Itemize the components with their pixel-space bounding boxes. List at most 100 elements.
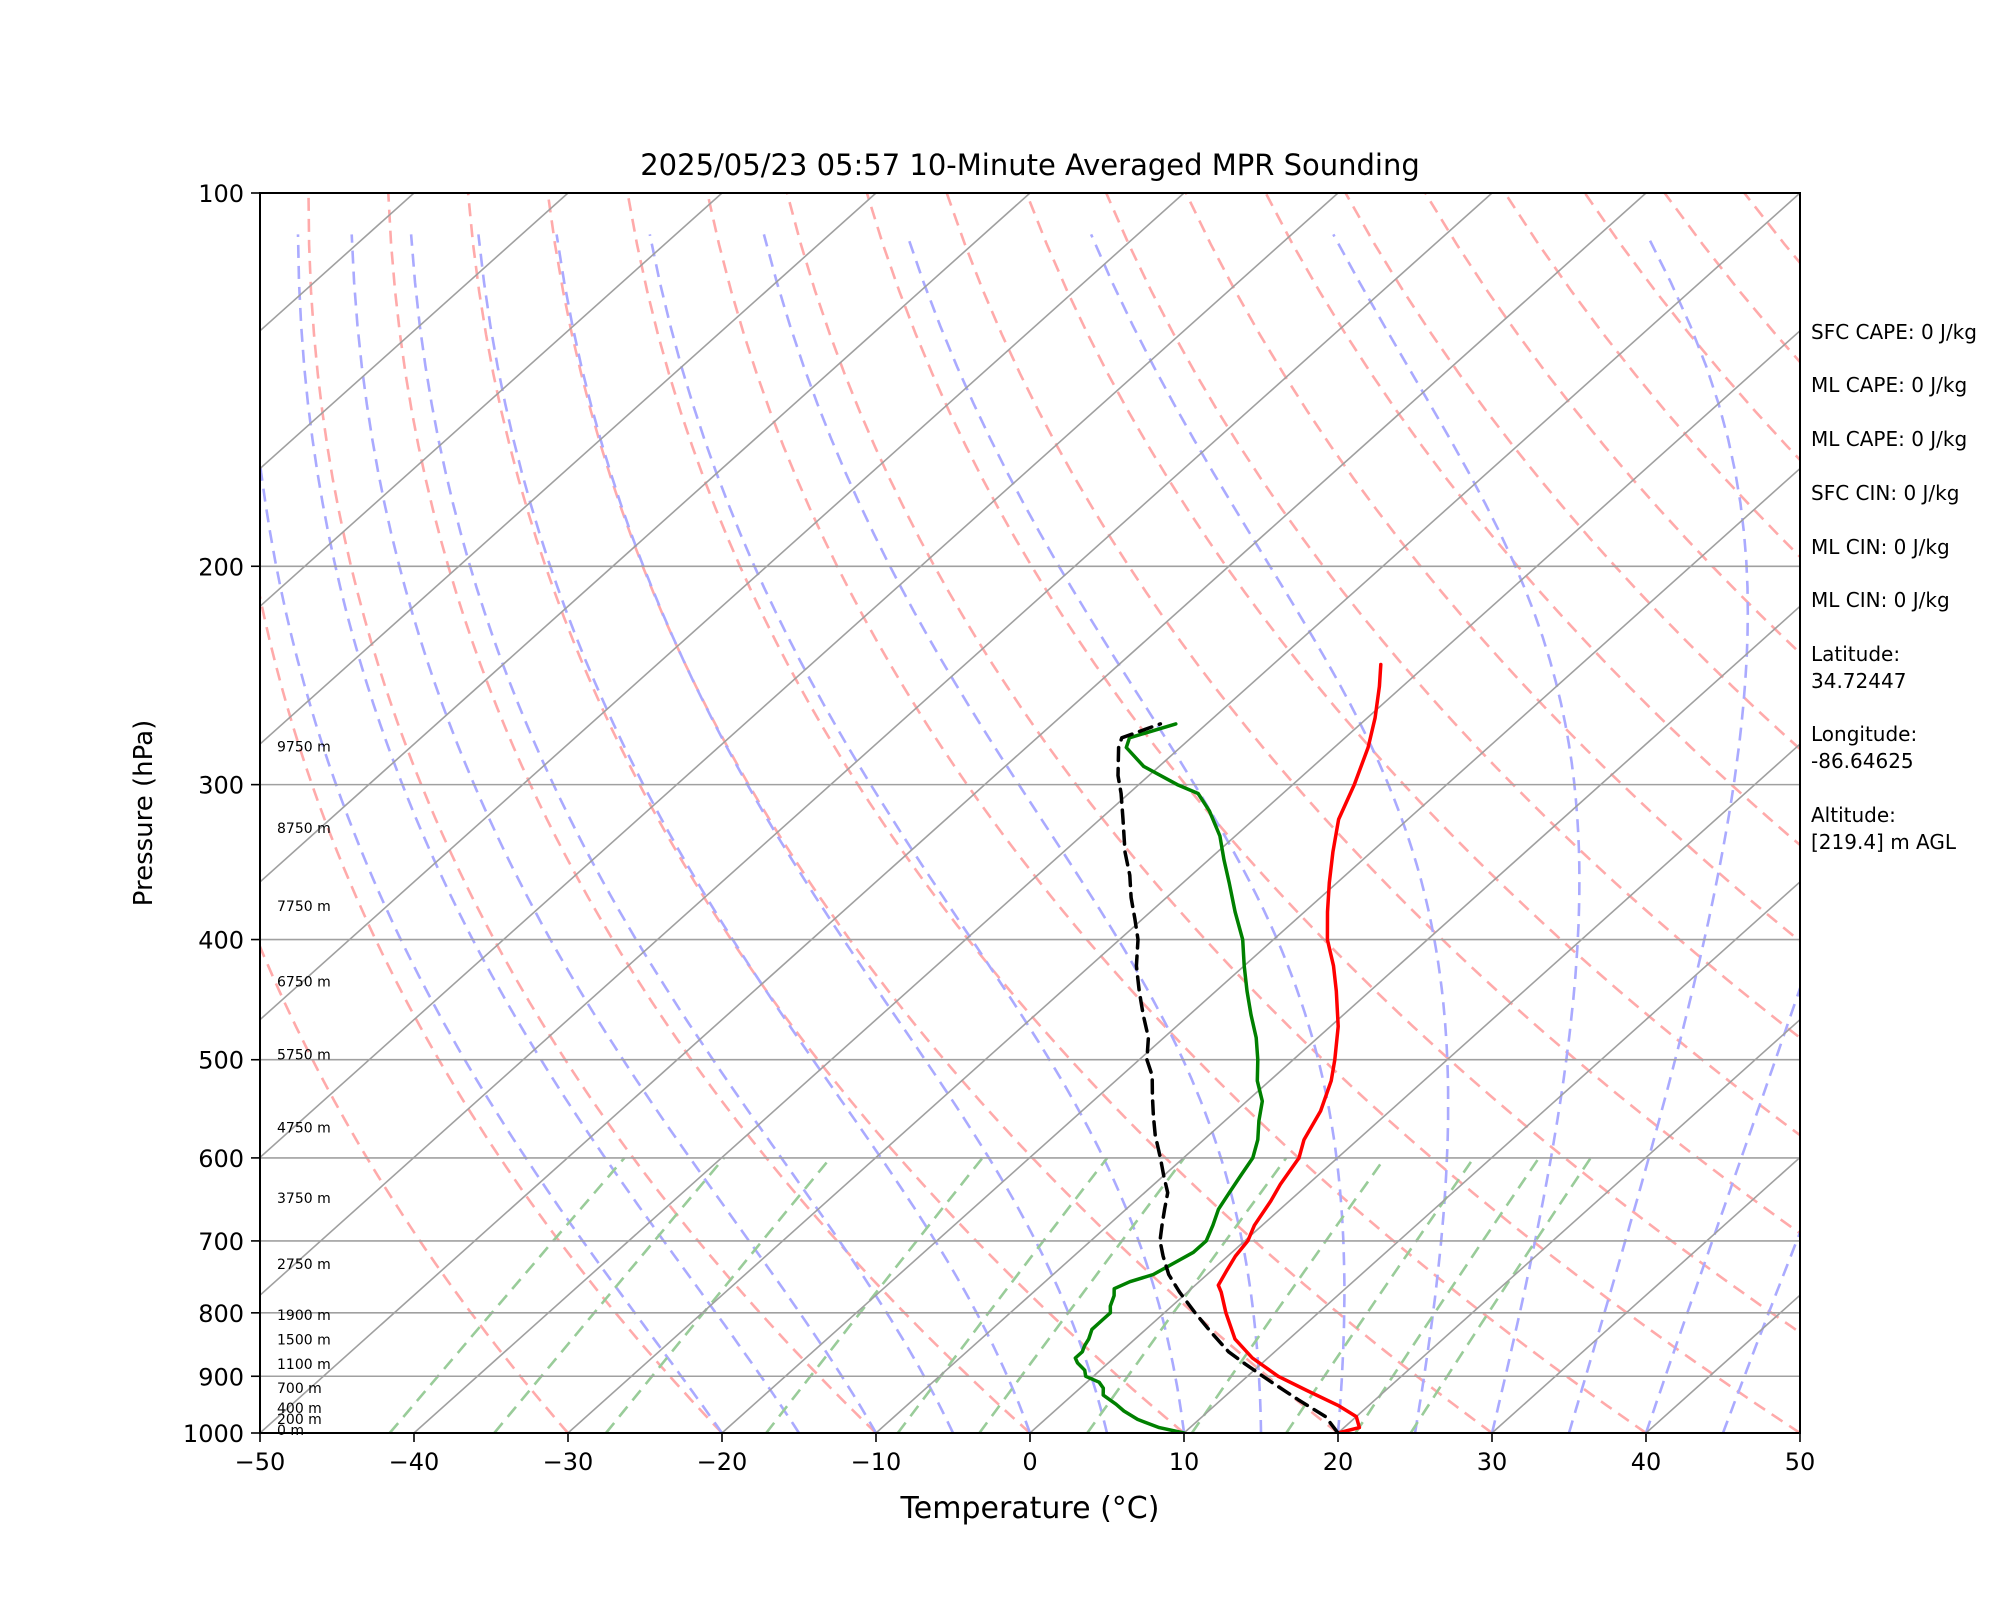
dry-adiabat-line bbox=[546, 193, 1339, 1433]
moist-adiabat-line bbox=[762, 234, 1263, 1433]
x-tick-label: −10 bbox=[851, 1448, 902, 1476]
moist-adiabat-line bbox=[905, 233, 1346, 1433]
altitude-value: [219.4] m AGL bbox=[1811, 830, 1957, 854]
isotherm-line bbox=[413, 193, 1800, 1433]
x-tick-label: 20 bbox=[1323, 1448, 1354, 1476]
x-tick-label: −40 bbox=[389, 1448, 440, 1476]
y-axis-label: Pressure (hPa) bbox=[129, 720, 159, 907]
sounding-traces bbox=[1073, 662, 1383, 1433]
dry-adiabat-line bbox=[706, 193, 1647, 1433]
x-tick-label: 0 bbox=[1022, 1448, 1037, 1476]
y-tick-label: 800 bbox=[198, 1300, 244, 1328]
dry-adiabat-line bbox=[1105, 193, 1800, 1040]
dry-adiabat-line bbox=[466, 193, 1185, 1433]
moist-adiabat-line bbox=[350, 234, 878, 1433]
moist-adiabat-line bbox=[296, 234, 801, 1433]
height-label: 5750 m bbox=[277, 1048, 331, 1064]
isotherm-line bbox=[260, 193, 1493, 1297]
y-tick-label: 300 bbox=[198, 772, 244, 800]
height-label: 700 m bbox=[277, 1381, 322, 1397]
isotherm-line bbox=[1337, 1018, 1800, 1433]
mixing-ratio-line bbox=[1086, 1157, 1288, 1433]
moist-adiabat-line bbox=[1089, 233, 1450, 1433]
x-tick-label: 50 bbox=[1785, 1448, 1816, 1476]
height-label: 9750 m bbox=[277, 739, 331, 755]
y-tick-label: 900 bbox=[198, 1363, 244, 1391]
height-label: 4750 m bbox=[277, 1120, 331, 1136]
ml-cin-text-2: ML CIN: 0 J/kg bbox=[1811, 588, 1950, 612]
height-label: 2750 m bbox=[277, 1257, 331, 1273]
background-lines bbox=[0, 193, 2000, 1433]
y-tick-label: 200 bbox=[198, 553, 244, 581]
x-axis-label: Temperature (°C) bbox=[900, 1491, 1160, 1526]
isotherm-line bbox=[1183, 880, 1800, 1433]
mixing-ratio-line bbox=[1190, 1157, 1386, 1433]
isotherm-line bbox=[0, 193, 106, 1433]
dry-adiabat-line bbox=[307, 193, 877, 1433]
sounding-series-1 bbox=[1073, 722, 1265, 1433]
height-label: 1900 m bbox=[277, 1308, 331, 1324]
longitude-label: Longitude: bbox=[1811, 722, 1917, 746]
isotherm-line bbox=[875, 605, 1800, 1433]
mixing-ratio-line bbox=[1285, 1157, 1475, 1433]
ml-cape-text-2: ML CAPE: 0 J/kg bbox=[1811, 427, 1967, 451]
isotherm-line bbox=[567, 329, 1800, 1433]
moist-adiabat-line bbox=[1567, 233, 1750, 1433]
y-tick-label: 700 bbox=[198, 1228, 244, 1256]
sfc-cape-text: SFC CAPE: 0 J/kg bbox=[1811, 320, 1977, 344]
height-label: 3750 m bbox=[277, 1191, 331, 1207]
info-panel: SFC CAPE: 0 J/kg ML CAPE: 0 J/kg ML CAPE… bbox=[1811, 320, 1977, 854]
x-tick-label: 30 bbox=[1477, 1448, 1508, 1476]
height-label: 7750 m bbox=[277, 899, 331, 915]
height-label: 1100 m bbox=[277, 1357, 331, 1373]
chart-title: 2025/05/23 05:57 10-Minute Averaged MPR … bbox=[640, 148, 1420, 182]
latitude-value: 34.72447 bbox=[1811, 669, 1906, 693]
isotherm-line bbox=[260, 193, 1647, 1433]
isotherm-line bbox=[260, 193, 1031, 883]
isotherm-line bbox=[1491, 1156, 1800, 1433]
sfc-cin-text: SFC CIN: 0 J/kg bbox=[1811, 481, 1959, 505]
dry-adiabat-line bbox=[387, 193, 1031, 1433]
altitude-label: Altitude: bbox=[1811, 803, 1896, 827]
mixing-ratio-line bbox=[1409, 1157, 1592, 1433]
mixing-ratio-line bbox=[388, 1157, 626, 1433]
isotherm-line bbox=[1029, 743, 1800, 1433]
moist-adiabat-line bbox=[409, 234, 955, 1433]
height-label: 6750 m bbox=[277, 975, 331, 991]
y-tick-label: 400 bbox=[198, 927, 244, 955]
moist-adiabat-line bbox=[648, 234, 1186, 1433]
mixing-ratio-line bbox=[765, 1157, 984, 1433]
x-tick-label: −20 bbox=[697, 1448, 748, 1476]
y-tick-label: 500 bbox=[198, 1047, 244, 1075]
x-tick-label: −50 bbox=[235, 1448, 286, 1476]
latitude-label: Latitude: bbox=[1811, 642, 1900, 666]
y-tick-label: 600 bbox=[198, 1145, 244, 1173]
moist-adiabat-line bbox=[1644, 984, 1800, 1433]
longitude-value: -86.64625 bbox=[1811, 749, 1914, 773]
dry-adiabat-line bbox=[865, 193, 1800, 1335]
dry-adiabat-line bbox=[1984, 193, 2000, 1433]
moist-adiabat-line bbox=[555, 234, 1109, 1433]
sounding-series-2 bbox=[1116, 722, 1340, 1433]
x-axis-ticks: −50 −40 −30 −20 −10 0 10 20 30 40 50 bbox=[235, 1433, 1816, 1476]
ml-cin-text: ML CIN: 0 J/kg bbox=[1811, 535, 1950, 559]
height-label: 200 m bbox=[277, 1412, 322, 1428]
moist-adiabat-line bbox=[1332, 233, 1581, 1433]
isotherm-line bbox=[260, 193, 723, 608]
moist-adiabat-line bbox=[1721, 1229, 1800, 1433]
x-tick-label: 10 bbox=[1169, 1448, 1200, 1476]
height-label: 400 m bbox=[277, 1401, 322, 1417]
height-label: 0 m bbox=[277, 1423, 304, 1439]
dry-adiabat-line bbox=[785, 193, 1800, 1433]
ml-cape-text: ML CAPE: 0 J/kg bbox=[1811, 373, 1967, 397]
isotherm-line bbox=[260, 193, 877, 746]
dry-adiabat-line bbox=[1344, 193, 1800, 751]
isotherm-line bbox=[721, 467, 1800, 1433]
dry-adiabat-line bbox=[260, 590, 723, 1433]
isotherm-line bbox=[260, 193, 569, 470]
dry-adiabat-line bbox=[1184, 193, 1800, 943]
dry-adiabat-line bbox=[945, 193, 1800, 1235]
dry-adiabat-line bbox=[626, 193, 1493, 1433]
